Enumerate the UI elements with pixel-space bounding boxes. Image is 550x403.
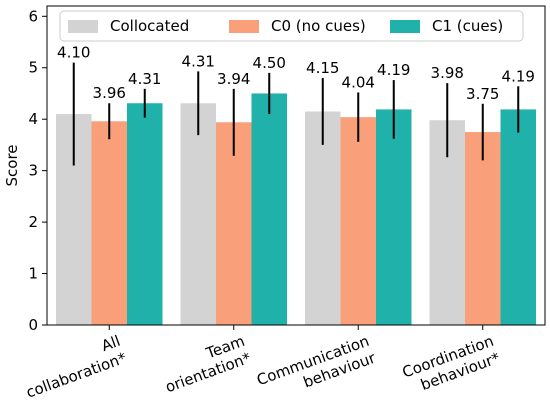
bar [465,132,501,325]
y-tick-label: 2 [28,213,38,231]
x-tick-label-line: All [99,332,123,355]
data-label: 4.19 [502,67,535,85]
data-label: 3.96 [93,84,126,102]
bar [180,103,216,325]
y-tick-label: 0 [28,316,38,334]
legend-swatch [390,20,420,33]
y-tick-label: 6 [28,7,38,25]
bar [376,109,412,325]
data-label: 4.50 [253,54,286,72]
axes-frame [46,5,546,326]
x-tick-label: Communicationbehaviour [254,332,378,403]
bar [91,121,127,325]
bar [127,103,163,325]
data-label: 3.94 [217,70,250,88]
bar [305,111,341,326]
legend-swatch [229,20,259,33]
y-tick-label: 5 [28,59,38,77]
bar [251,93,287,325]
plot-area: 4.10 4.31 4.15 3.98 3.96 3.94 4.04 3.75 4.31 4.50… [3,5,546,403]
x-tick-label-line: collaboration* [24,349,130,402]
data-label: 3.98 [431,64,464,82]
x-tick-label: Coordinationbehaviour* [400,332,503,399]
data-label: 4.19 [377,61,410,79]
data-label: 4.31 [128,70,161,88]
y-tick-label: 1 [28,265,38,283]
legend-swatch [68,20,98,33]
legend-label: Collocated [110,17,189,35]
legend-box [59,10,524,42]
x-tick-label: Allcollaboration* [18,332,130,402]
data-label: 4.31 [182,52,215,70]
y-axis-label: Score [3,144,21,186]
x-tick-label: Teamorientation* [157,332,254,397]
data-label: 3.75 [466,85,499,103]
data-label: 4.10 [57,44,90,62]
bar [216,122,252,326]
y-tick-label: 4 [28,110,38,128]
y-tick-label: 3 [28,162,38,180]
bar [340,117,376,325]
legend-label: C1 (cues) [432,17,503,35]
data-label: 4.15 [306,59,339,77]
legend-label: C0 (no cues) [271,17,366,35]
legend: Collocated C0 (no cues) C1 (cues) [59,10,524,42]
data-label: 4.04 [342,73,375,91]
bar [500,109,536,325]
